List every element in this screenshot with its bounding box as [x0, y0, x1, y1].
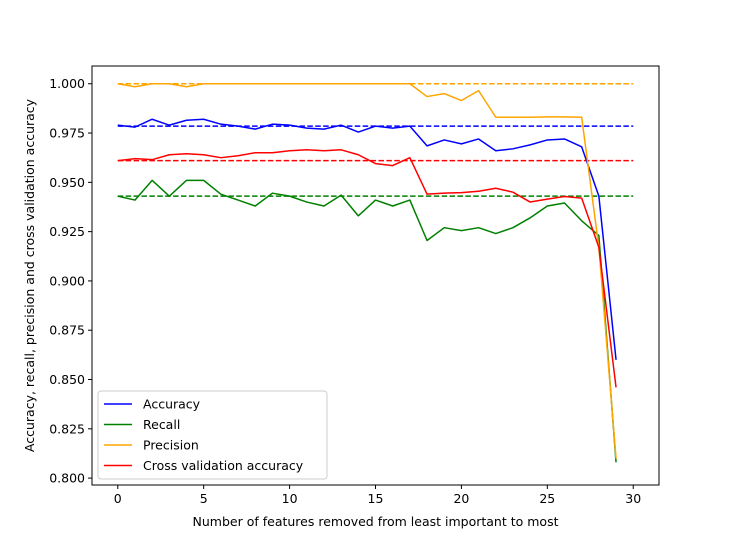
x-tick-label: 20 — [453, 491, 469, 506]
y-tick-label: 0.800 — [49, 471, 85, 486]
series-line-precision — [117, 83, 617, 459]
y-tick-label: 0.975 — [49, 126, 85, 141]
legend-label: Accuracy — [143, 397, 201, 412]
y-tick-label: 0.875 — [49, 323, 85, 338]
y-tick-label: 0.825 — [49, 421, 85, 436]
x-tick-label: 25 — [539, 491, 555, 506]
series-line-recall — [117, 179, 617, 463]
x-tick-label: 10 — [282, 491, 298, 506]
series-lines — [117, 83, 617, 463]
x-tick-label: 15 — [368, 491, 384, 506]
legend: Accuracy Recall Precision Cross validation … — [97, 390, 328, 480]
y-tick-label: 1.000 — [49, 76, 85, 91]
x-tick-label: 30 — [625, 491, 641, 506]
x-tick-label: 0 — [114, 491, 122, 506]
y-tick-label: 0.850 — [49, 372, 85, 387]
y-tick-label: 0.950 — [49, 175, 85, 190]
y-axis-label: Accuracy, recall, precision and cross va… — [22, 98, 37, 452]
y-tick-label: 0.925 — [49, 224, 85, 239]
series-line-cross-validation-accuracy — [117, 149, 617, 388]
x-axis-label: Number of features removed from least im… — [193, 514, 559, 529]
legend-label: Cross validation accuracy — [143, 458, 304, 473]
x-tick-label: 5 — [200, 491, 208, 506]
legend-box — [97, 390, 328, 480]
legend-label: Recall — [143, 417, 180, 432]
y-tick-label: 0.900 — [49, 273, 85, 288]
x-axis: 0 5 10 15 20 25 30 — [114, 485, 641, 506]
legend-label: Precision — [143, 438, 199, 453]
series-line-accuracy — [117, 118, 617, 360]
y-axis: 0.800 0.825 0.850 0.875 0.900 0.925 0.950 0.975… — [49, 76, 92, 486]
